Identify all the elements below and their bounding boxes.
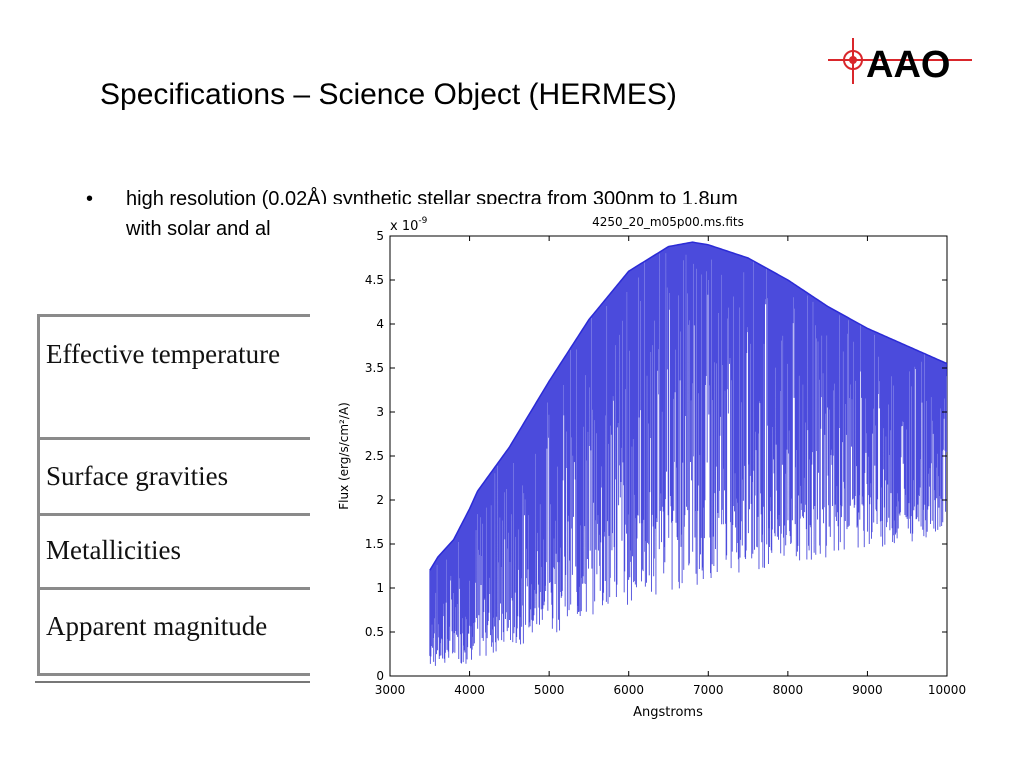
spec-row-magnitude: Apparent magnitude [40, 611, 340, 651]
logo-text: AAO [866, 44, 950, 86]
spectrum-series [429, 241, 948, 666]
slide-title: Specifications – Science Object (HERMES) [100, 78, 677, 111]
x-tick-label: 6000 [613, 683, 644, 697]
spec-row-gravities: Surface gravities [40, 461, 340, 501]
x-tick-label: 9000 [852, 683, 883, 697]
y-tick-label: 0 [376, 669, 384, 683]
y-tick-label: 4.5 [365, 273, 384, 287]
y-tick-label: 1 [376, 581, 384, 595]
aao-logo: AAO [828, 38, 972, 86]
spec-row-metallicities: Metallicities [40, 535, 340, 575]
spec-divider [40, 513, 340, 516]
y-axis-label: Flux (erg/s/cm²/A) [337, 402, 351, 510]
chart-title: 4250_20_m05p00.ms.fits [592, 215, 744, 229]
y-tick-label: 2 [376, 493, 384, 507]
bullet-line-2: with solar and al [126, 218, 271, 240]
x-tick-label: 3000 [375, 683, 406, 697]
spec-divider [40, 437, 340, 440]
x-tick-label: 8000 [773, 683, 804, 697]
y-tick-label: 2.5 [365, 449, 384, 463]
spec-row-temperature: Effective temperature [40, 339, 340, 379]
spectrum-chart: 3000 4000 5000 6000 7000 8000 9000 10000 0 0.5 1 1.… [310, 204, 980, 724]
spectrum-absorption-lines [429, 242, 948, 666]
y-tick-label: 1.5 [365, 537, 384, 551]
x-axis-label: Angstroms [633, 705, 703, 720]
y-multiplier-base: x 10 [390, 219, 418, 234]
spec-label: Metallicities [46, 535, 181, 565]
spec-divider [40, 587, 340, 590]
divider-line [35, 681, 310, 683]
bullet-marker: • [86, 188, 94, 210]
y-tick-label: 5 [376, 229, 384, 243]
spectrum-continuum-line [429, 241, 948, 571]
spec-table: Effective temperature Surface gravities … [37, 314, 340, 676]
y-tick-label: 3 [376, 405, 384, 419]
x-tick-label: 4000 [454, 683, 485, 697]
x-tick-label: 5000 [534, 683, 565, 697]
spec-label: Surface gravities [46, 461, 229, 491]
x-tick-label: 10000 [928, 683, 966, 697]
x-tick-label: 7000 [693, 683, 724, 697]
spectrum-chart-svg: 3000 4000 5000 6000 7000 8000 9000 10000 0 0.5 1 1.… [337, 215, 966, 720]
y-tick-label: 4 [376, 317, 384, 331]
y-tick-label: 3.5 [365, 361, 384, 375]
y-multiplier-exp: -9 [418, 216, 427, 226]
spec-label: Effective temperature [46, 339, 281, 369]
spec-label: Apparent magnitude [46, 611, 268, 641]
y-multiplier: x 10-9 [390, 216, 428, 234]
axis-ticks: 3000 4000 5000 6000 7000 8000 9000 10000 0 0.5 1 1.… [365, 229, 966, 697]
y-tick-label: 0.5 [365, 625, 384, 639]
